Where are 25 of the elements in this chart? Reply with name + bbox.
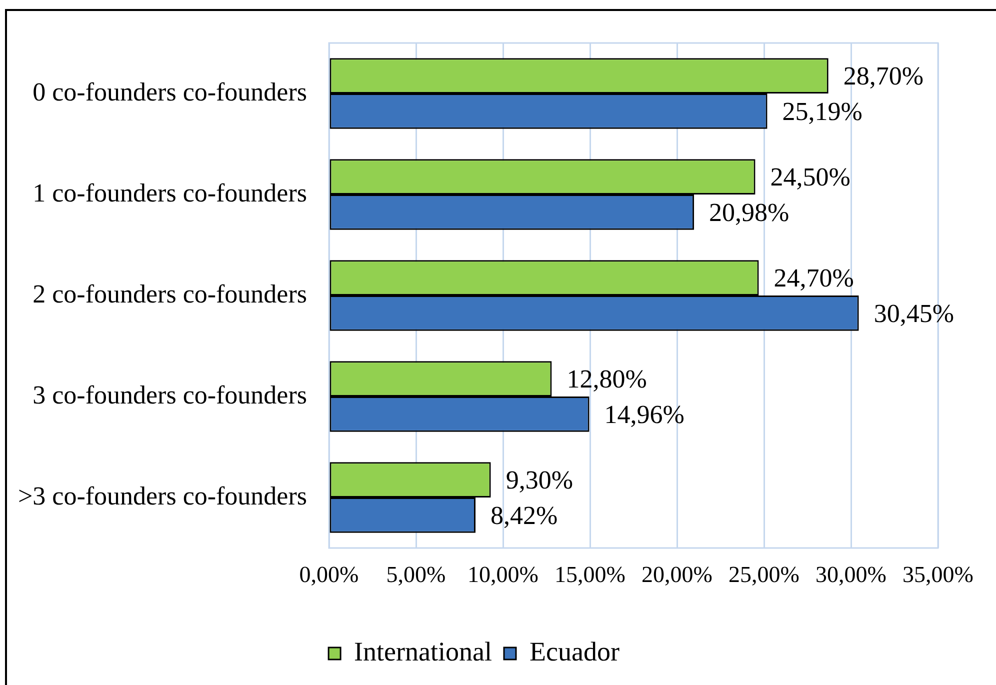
x-tick-label: 20,00% xyxy=(642,562,712,587)
data-label: 8,42% xyxy=(490,501,558,530)
legend-label: Ecuador xyxy=(529,636,620,667)
data-label: 20,98% xyxy=(709,198,790,228)
y-tick-label: >3 co-founders co-founders xyxy=(18,481,307,510)
x-tick-label: 0,00% xyxy=(299,562,359,587)
y-tick-label: 0 co-founders co-founders xyxy=(32,77,307,106)
x-tick-label: 35,00% xyxy=(902,562,974,587)
x-tick-label: 5,00% xyxy=(386,562,446,587)
data-label: 24,50% xyxy=(770,162,850,192)
legend-label: International xyxy=(354,636,492,667)
data-label: 30,45% xyxy=(874,299,954,328)
y-tick-label: 1 co-founders co-founders xyxy=(32,178,307,208)
y-tick-label: 3 co-founders co-founders xyxy=(32,380,307,410)
x-tick-label: 25,00% xyxy=(728,562,800,587)
data-label: 12,80% xyxy=(566,364,647,394)
data-label: 24,70% xyxy=(774,264,854,293)
x-tick-label: 30,00% xyxy=(816,562,886,587)
data-label: 25,19% xyxy=(782,97,862,126)
x-tick-label: 15,00% xyxy=(554,562,626,587)
data-label: 9,30% xyxy=(506,466,573,495)
y-tick-label: 2 co-founders co-founders xyxy=(32,279,307,308)
data-label: 28,70% xyxy=(843,62,924,91)
x-tick-label: 10,00% xyxy=(468,562,538,587)
data-label: 14,96% xyxy=(604,400,684,430)
